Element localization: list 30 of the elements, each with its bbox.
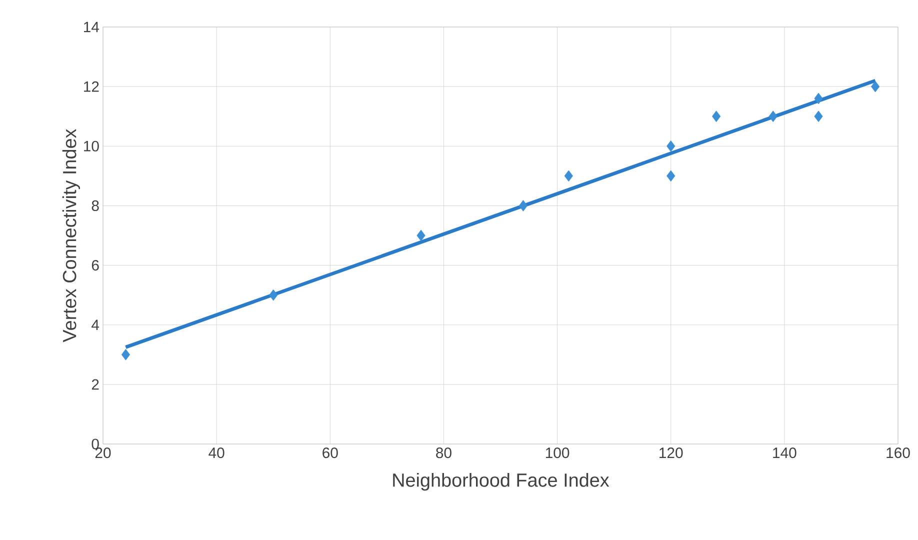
x-tick-label: 20 — [95, 448, 111, 458]
point — [518, 200, 528, 212]
point — [121, 348, 130, 360]
x-tick-label: 160 — [886, 448, 910, 458]
x-tick-label: 140 — [773, 448, 796, 458]
x-tick-label: 80 — [436, 448, 452, 458]
y-tick-label: 14 — [84, 22, 100, 32]
point — [564, 170, 573, 182]
y-tick-label: 8 — [92, 200, 99, 211]
point — [666, 170, 676, 182]
point — [269, 289, 278, 301]
point — [768, 110, 778, 122]
x-axis-title: Neighborhood Face Index — [393, 472, 610, 491]
y-tick-label: 10 — [84, 140, 99, 152]
x-tick-label: 40 — [208, 448, 224, 458]
y-tick-label: 6 — [92, 260, 99, 271]
y-tick-label: 2 — [92, 379, 99, 390]
point — [666, 140, 676, 152]
point — [814, 110, 823, 122]
point — [712, 110, 721, 122]
point — [870, 80, 880, 92]
point — [416, 230, 426, 242]
point — [814, 92, 823, 104]
x-tick-label: 120 — [660, 448, 683, 458]
y-tick-label: 12 — [84, 81, 99, 92]
x-tick-label: 60 — [322, 448, 338, 458]
y-axis-title: Vertex Connectivity Index — [62, 128, 80, 342]
x-tick-label: 100 — [546, 448, 570, 458]
y-tick-label: 0 — [92, 438, 99, 450]
y-tick-label: 4 — [92, 320, 100, 330]
